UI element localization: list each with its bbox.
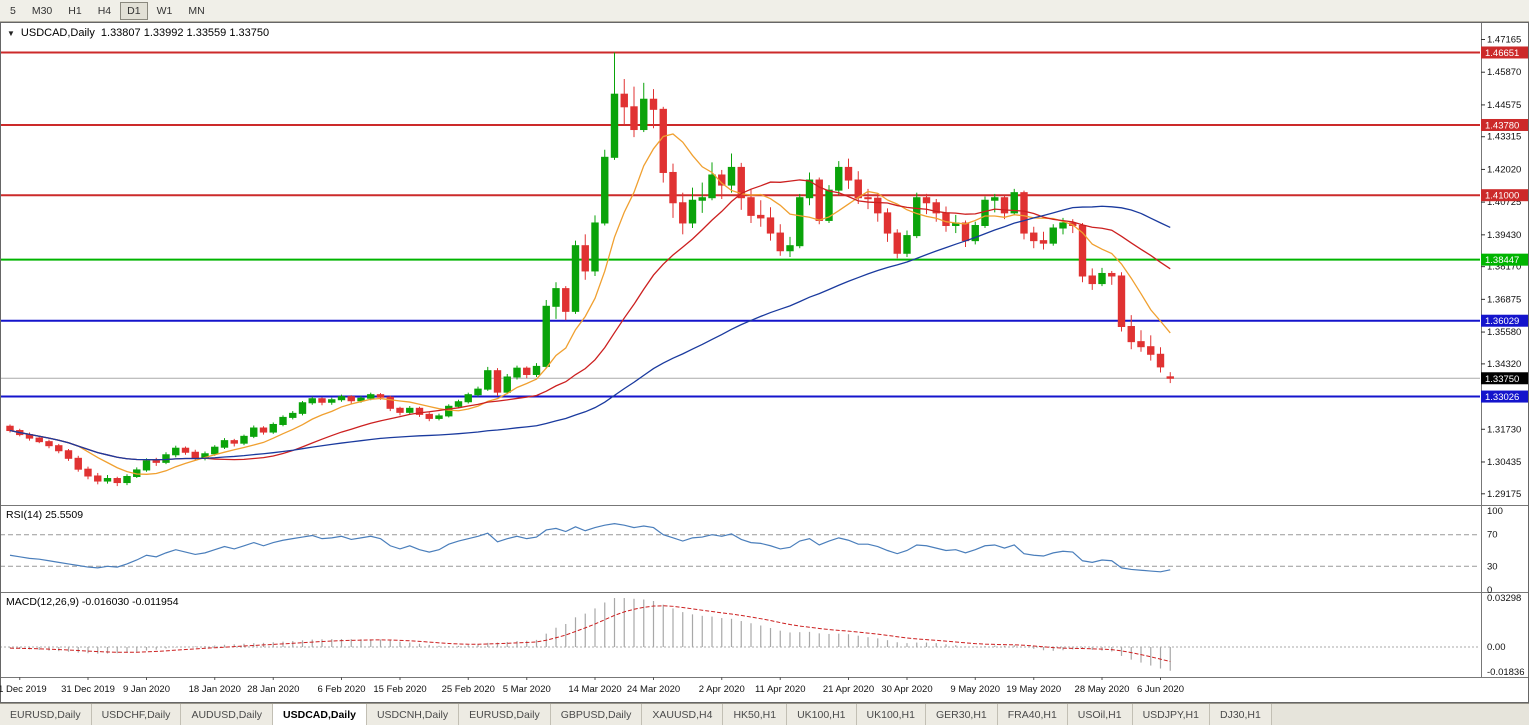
- timeframe-button-m30[interactable]: M30: [25, 2, 59, 20]
- date-label: 21 Apr 2020: [823, 684, 874, 695]
- time-axis[interactable]: [0, 677, 1529, 703]
- price-tick-label: 1.30435: [1487, 457, 1521, 468]
- price-level-badge-1.33026: [1481, 390, 1528, 403]
- rsi-axis-label: 70: [1487, 530, 1498, 541]
- date-label: 18 Jan 2020: [189, 684, 241, 695]
- price-tick-label: 1.35580: [1487, 327, 1521, 338]
- price-tick-label: 1.36875: [1487, 294, 1521, 305]
- rsi-line: [9, 523, 1171, 573]
- macd-histogram: [9, 598, 1171, 671]
- timeframe-button-w1[interactable]: W1: [150, 2, 180, 20]
- chart-tab-fra40-h1-12[interactable]: FRA40,H1: [997, 704, 1068, 725]
- moving-average-55-line: [9, 205, 1171, 461]
- macd-signal-line: [9, 605, 1171, 662]
- timeframe-button-5[interactable]: 5: [3, 2, 23, 20]
- price-axis[interactable]: [1481, 22, 1529, 677]
- price-level-badge-1.43780-label: 1.43780: [1485, 120, 1519, 131]
- macd-axis-label: 0.00: [1487, 642, 1506, 653]
- chart-tab-usdcnh-daily-4[interactable]: USDCNH,Daily: [366, 704, 460, 725]
- date-label: 5 Mar 2020: [503, 684, 551, 695]
- chart-tab-gbpusd-daily-6[interactable]: GBPUSD,Daily: [550, 704, 643, 725]
- macd-indicator-label: MACD(12,26,9) -0.016030 -0.011954: [6, 596, 179, 608]
- chart-tab-usdchf-daily-1[interactable]: USDCHF,Daily: [91, 704, 182, 725]
- timeframe-toolbar: 5 M30 H1 H4 D1 W1 MN: [0, 0, 1529, 22]
- date-label: 31 Dec 2019: [61, 684, 115, 695]
- price-level-badge-1.41000-label: 1.41000: [1485, 191, 1519, 202]
- chart-tab-ger30-h1-11[interactable]: GER30,H1: [925, 704, 998, 725]
- price-tick-label: 1.42020: [1487, 164, 1521, 175]
- date-label: 6 Feb 2020: [317, 684, 365, 695]
- date-label: 28 May 2020: [1075, 684, 1130, 695]
- chart-tabs-bar: EURUSD,Daily USDCHF,Daily AUDUSD,Daily USDC…: [0, 703, 1529, 725]
- chart-tab-xauusd-h4-7[interactable]: XAUUSD,H4: [642, 704, 724, 725]
- price-level-badge-1.38447-label: 1.38447: [1485, 255, 1519, 266]
- chart-tab-uk100-h1-9[interactable]: UK100,H1: [787, 704, 857, 725]
- chart-area: RSI(14) 25.5509 MACD(12,26,9) -0.016030 -…: [0, 22, 1529, 703]
- candles-series: [6, 52, 1174, 487]
- price-tick-label: 1.44575: [1487, 100, 1521, 111]
- chart-tab-audusd-daily-2[interactable]: AUDUSD,Daily: [181, 704, 274, 725]
- rsi-axis-label: 30: [1487, 561, 1498, 572]
- price-level-badge-1.36029-label: 1.36029: [1485, 316, 1519, 327]
- chart-tab-usdjpy-h1-14[interactable]: USDJPY,H1: [1132, 704, 1210, 725]
- price-chart-canvas[interactable]: RSI(14) 25.5509 MACD(12,26,9) -0.016030 -…: [0, 22, 1529, 703]
- current-price-badge-label: 1.33750: [1485, 374, 1519, 385]
- chart-tab-eurusd-daily-0[interactable]: EURUSD,Daily: [0, 704, 92, 725]
- price-level-badge-1.33026-label: 1.33026: [1485, 392, 1519, 403]
- price-tick-label: 1.39430: [1487, 230, 1521, 241]
- chart-tab-usoil-h1-13[interactable]: USOil,H1: [1067, 704, 1133, 725]
- price-tick-label: 1.45870: [1487, 67, 1521, 78]
- price-tick-label: 1.29175: [1487, 489, 1521, 500]
- price-tick-label: 1.34320: [1487, 359, 1521, 370]
- chart-tab-uk100-h1-10[interactable]: UK100,H1: [856, 704, 926, 725]
- date-label: 9 May 2020: [950, 684, 1000, 695]
- date-label: 11 Apr 2020: [755, 684, 806, 695]
- date-label: 2 Apr 2020: [699, 684, 745, 695]
- date-label: 9 Jan 2020: [123, 684, 170, 695]
- chart-tab-eurusd-daily-5[interactable]: EURUSD,Daily: [459, 704, 551, 725]
- timeframe-button-d1[interactable]: D1: [120, 1, 148, 20]
- date-label: 24 Mar 2020: [627, 684, 680, 695]
- timeframe-button-mn[interactable]: MN: [181, 2, 211, 20]
- timeframe-button-h4[interactable]: H4: [91, 2, 118, 20]
- price-level-badge-1.43780: [1481, 118, 1528, 131]
- date-label: 15 Feb 2020: [373, 684, 426, 695]
- timeframe-button-h1[interactable]: H1: [61, 2, 88, 20]
- date-label: 28 Jan 2020: [247, 684, 299, 695]
- date-label: 21 Dec 2019: [0, 684, 47, 695]
- date-label: 25 Feb 2020: [442, 684, 495, 695]
- price-tick-label: 1.38170: [1487, 262, 1521, 273]
- date-label: 30 Apr 2020: [881, 684, 932, 695]
- macd-axis-label: -0.01836: [1487, 667, 1525, 678]
- price-level-badge-1.46651-label: 1.46651: [1485, 48, 1519, 59]
- price-tick-label: 1.31730: [1487, 424, 1521, 435]
- price-level-badge-1.36029: [1481, 314, 1528, 327]
- chart-tab-usdcad-daily-3[interactable]: USDCAD,Daily: [273, 704, 367, 725]
- current-price-badge: [1481, 372, 1528, 385]
- rsi-axis-label: 0: [1487, 585, 1492, 596]
- price-tick-label: 1.40725: [1487, 197, 1521, 208]
- date-label: 19 May 2020: [1006, 684, 1061, 695]
- rsi-axis-label: 100: [1487, 506, 1503, 517]
- price-level-badge-1.46651: [1481, 46, 1528, 59]
- price-tick-label: 1.47165: [1487, 35, 1521, 46]
- macd-axis-label: 0.03298: [1487, 593, 1521, 604]
- chart-tab-hk50-h1-8[interactable]: HK50,H1: [723, 704, 788, 725]
- price-level-badge-1.41000: [1481, 189, 1528, 202]
- chart-background: [0, 22, 1529, 703]
- price-level-badge-1.38447: [1481, 253, 1528, 266]
- price-tick-label: 1.43315: [1487, 132, 1521, 143]
- date-label: 14 Mar 2020: [568, 684, 621, 695]
- rsi-indicator-label: RSI(14) 25.5509: [6, 509, 83, 521]
- chart-tab-dj30-h1-15[interactable]: DJ30,H1: [1209, 704, 1272, 725]
- date-label: 6 Jun 2020: [1137, 684, 1184, 695]
